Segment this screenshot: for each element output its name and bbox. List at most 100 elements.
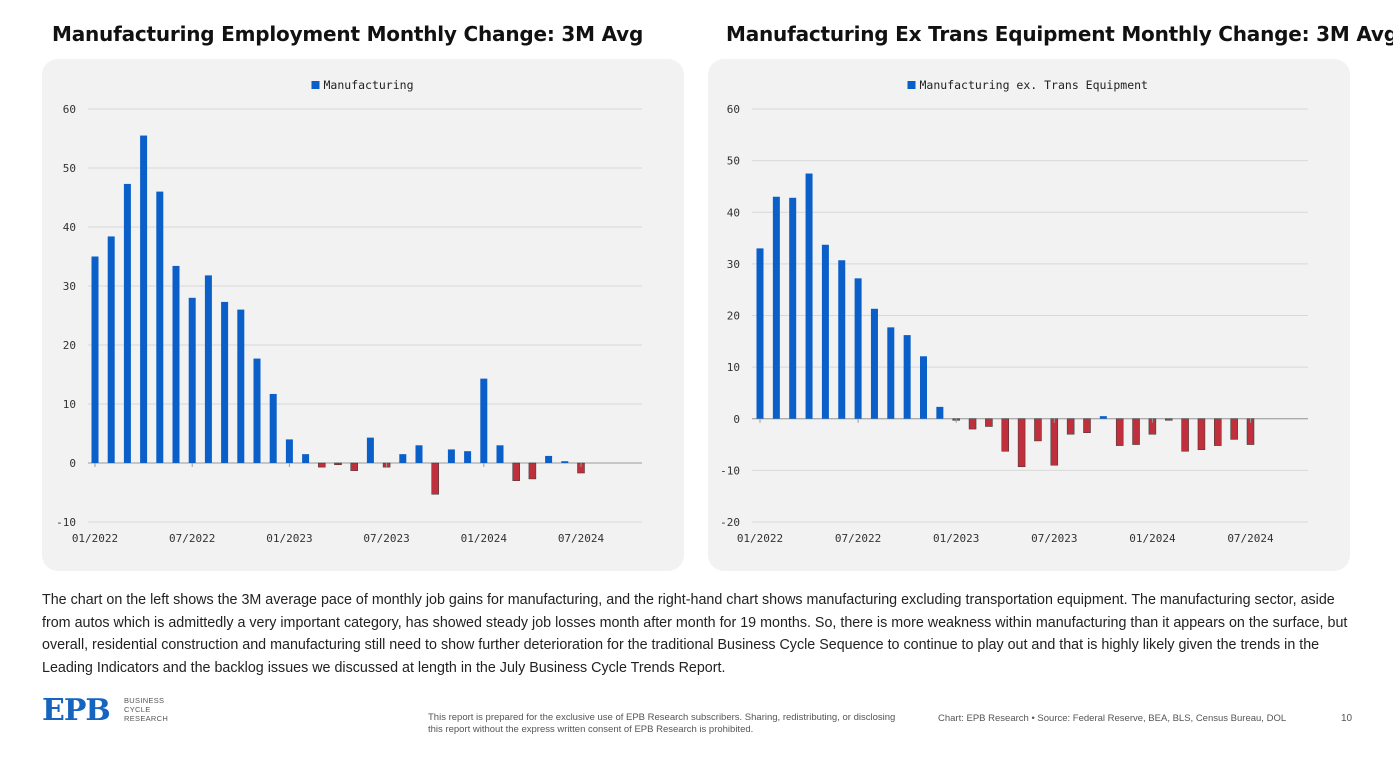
bar: [903, 335, 911, 419]
x-tick-label: 01/2022: [72, 532, 118, 545]
disclaimer-text: This report is prepared for the exclusiv…: [428, 712, 896, 735]
logo-sub-line: CYCLE: [124, 705, 151, 714]
y-tick-label: 60: [727, 103, 740, 116]
bar: [204, 275, 212, 463]
bar: [756, 248, 764, 419]
bar: [1181, 418, 1189, 452]
x-tick-label: 01/2022: [737, 532, 783, 545]
y-tick-label: 40: [63, 221, 76, 234]
bar: [1050, 418, 1059, 466]
bar: [838, 260, 846, 419]
bar: [561, 461, 569, 463]
legend-label: Manufacturing: [324, 78, 414, 92]
bar: [302, 454, 310, 463]
chart-title-manufacturing-ex-trans: Manufacturing Ex Trans Equipment Monthly…: [726, 22, 1393, 46]
bar: [285, 439, 293, 463]
bar: [1034, 418, 1042, 442]
bar: [156, 191, 164, 463]
bar: [318, 462, 326, 468]
page-number: 10: [1341, 713, 1353, 724]
logo-subtitle: BUSINESS CYCLE RESEARCH: [124, 696, 168, 723]
bar: [545, 455, 553, 463]
bar: [985, 418, 993, 427]
y-tick-label: 0: [733, 413, 740, 426]
bar: [528, 462, 537, 480]
bar: [854, 278, 862, 419]
x-tick-label: 07/2023: [363, 532, 409, 545]
bar: [334, 462, 342, 466]
y-tick-label: 30: [727, 258, 740, 271]
y-tick-label: 0: [69, 457, 76, 470]
bar: [1099, 416, 1107, 419]
bar: [1132, 418, 1140, 445]
bar: [1197, 418, 1206, 450]
y-tick-label: 60: [63, 103, 76, 116]
bar: [269, 393, 277, 463]
commentary-text: The chart on the left shows the 3M avera…: [42, 592, 1348, 676]
x-tick-label: 07/2024: [1227, 532, 1274, 545]
source-note: Chart: EPB Research • Source: Federal Re…: [938, 713, 1287, 724]
x-tick-label: 01/2024: [461, 532, 508, 545]
bar: [1115, 418, 1124, 446]
y-tick-label: -10: [720, 464, 740, 477]
legend-label: Manufacturing ex. Trans Equipment: [920, 78, 1148, 92]
bar: [496, 445, 504, 463]
bar: [789, 197, 797, 419]
bar: [480, 378, 488, 463]
bar: [366, 437, 374, 463]
bar: [237, 309, 245, 463]
x-tick-label: 01/2023: [933, 532, 979, 545]
x-tick-label: 07/2023: [1031, 532, 1077, 545]
bar: [772, 196, 780, 419]
y-tick-label: 20: [727, 310, 740, 323]
y-tick-label: -10: [56, 516, 76, 529]
x-tick-label: 07/2022: [835, 532, 881, 545]
bar: [920, 356, 927, 419]
y-tick-label: 10: [63, 398, 76, 411]
y-tick-label: 20: [63, 339, 76, 352]
bar: [123, 183, 131, 463]
bar: [447, 449, 455, 463]
bar: [1017, 418, 1026, 468]
y-tick-label: 30: [63, 280, 76, 293]
logo-sub-line: BUSINESS: [124, 696, 165, 705]
legend-swatch: [907, 81, 916, 89]
bar: [188, 297, 196, 463]
bar: [464, 451, 472, 463]
manufacturing-ex-trans-bar-chart: 60 50 40 30 20 10 0 -10 -20 01/2022 07/2022 01/2023…: [720, 78, 1308, 545]
logo-sub-line: RESEARCH: [124, 714, 169, 723]
x-tick-label: 01/2023: [266, 532, 312, 545]
bar: [1230, 418, 1238, 440]
bar: [253, 358, 261, 463]
logo-mark: EPB: [42, 693, 111, 728]
y-tick-label: 40: [727, 206, 740, 219]
bar: [821, 244, 829, 419]
manufacturing-bar-chart: 60 50 40 30 20 10 0 -10 01/2022 07/2022 01/2023 07/…: [56, 78, 642, 545]
bar: [399, 454, 407, 463]
bar: [936, 406, 944, 419]
bar: [91, 256, 99, 463]
bar: [431, 462, 439, 495]
bar: [512, 462, 520, 481]
y-tick-label: 50: [63, 162, 76, 175]
chart-panel-manufacturing: 60 50 40 30 20 10 0 -10 01/2022 07/2022 01/2023 07/…: [42, 59, 684, 571]
bar: [1214, 418, 1222, 446]
bar: [887, 327, 895, 419]
bar: [805, 173, 813, 419]
bar: [968, 418, 977, 430]
y-tick-label: -20: [720, 516, 740, 529]
x-tick-label: 01/2024: [1129, 532, 1176, 545]
bar: [1165, 418, 1173, 421]
y-tick-label: 50: [727, 155, 740, 168]
bar: [350, 462, 358, 471]
legend-swatch: [311, 81, 320, 89]
bar: [1083, 418, 1091, 433]
bar: [107, 236, 115, 463]
bar: [870, 308, 878, 419]
y-tick-label: 10: [727, 361, 740, 374]
x-tick-label: 07/2022: [169, 532, 215, 545]
bar: [221, 301, 229, 463]
bar: [415, 445, 423, 463]
x-tick-label: 07/2024: [558, 532, 605, 545]
bar: [1066, 418, 1075, 435]
